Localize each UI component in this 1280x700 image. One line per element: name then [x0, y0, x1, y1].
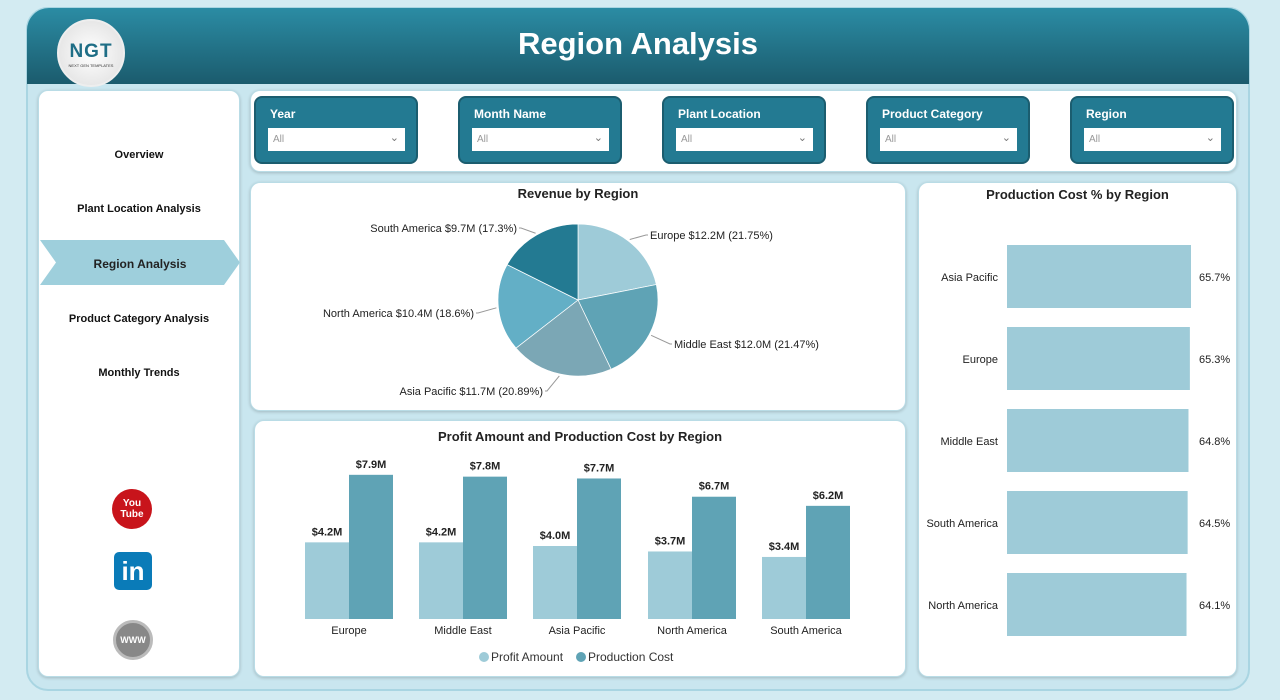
logo-text: NGT	[69, 41, 113, 62]
chevron-down-icon: ⌄	[797, 132, 807, 144]
filter-dropdown[interactable]: All ⌄	[268, 128, 405, 151]
www-label: WWW	[120, 635, 146, 645]
filter-label: Region	[1086, 107, 1127, 121]
youtube-label: You Tube	[120, 498, 144, 520]
page-title: Region Analysis	[517, 26, 759, 61]
filter-value: All	[477, 134, 489, 145]
filter-label: Plant Location	[678, 107, 761, 121]
chevron-down-icon: ⌄	[389, 132, 399, 144]
youtube-icon[interactable]: You Tube	[112, 489, 152, 529]
filter-value: All	[681, 134, 693, 145]
filter-month-name[interactable]: Month Name All ⌄	[458, 96, 622, 164]
filter-value: All	[273, 134, 285, 145]
profit-cost-bar-card: Profit Amount and Production Cost by Reg…	[254, 420, 906, 677]
nav-overview[interactable]: Overview	[114, 149, 164, 161]
chevron-down-icon: ⌄	[593, 132, 603, 144]
filter-dropdown[interactable]: All ⌄	[472, 128, 609, 151]
revenue-pie-card: Revenue by Region	[250, 182, 906, 411]
chevron-down-icon: ⌄	[1205, 132, 1215, 144]
filter-value: All	[885, 134, 897, 145]
filter-plant-location[interactable]: Plant Location All ⌄	[662, 96, 826, 164]
nav-region-analysis[interactable]	[40, 240, 240, 285]
nav-monthly-trends[interactable]: Monthly Trends	[98, 367, 180, 379]
logo-subtext: NEXT GEN TEMPLATES	[68, 63, 114, 68]
filter-dropdown[interactable]: All ⌄	[880, 128, 1017, 151]
filter-label: Product Category	[882, 107, 983, 121]
filter-dropdown[interactable]: All ⌄	[1084, 128, 1221, 151]
chart-title: Production Cost % by Region	[986, 187, 1169, 202]
filter-year[interactable]: Year All ⌄	[254, 96, 418, 164]
chevron-down-icon: ⌄	[1001, 132, 1011, 144]
filter-product-category[interactable]: Product Category All ⌄	[866, 96, 1030, 164]
linkedin-label: in	[121, 556, 145, 586]
filter-label: Year	[270, 107, 296, 121]
production-cost-pct-card: Production Cost % by Region	[918, 182, 1237, 677]
filter-dropdown[interactable]: All ⌄	[676, 128, 813, 151]
chart-title: Profit Amount and Production Cost by Reg…	[437, 429, 723, 444]
nav-region-analysis-label[interactable]: Region Analysis	[93, 257, 187, 271]
filter-value: All	[1089, 134, 1101, 145]
nav-product-category-analysis[interactable]: Product Category Analysis	[68, 313, 210, 325]
www-globe-icon[interactable]: WWW	[113, 620, 153, 660]
ngt-logo: NGT NEXT GEN TEMPLATES	[57, 19, 125, 87]
filter-region[interactable]: Region All ⌄	[1070, 96, 1234, 164]
filter-label: Month Name	[474, 107, 546, 121]
header: NGT NEXT GEN TEMPLATES Region Analysis	[27, 8, 1249, 87]
linkedin-icon[interactable]: in	[114, 552, 152, 590]
nav-plant-location-analysis[interactable]: Plant Location Analysis	[77, 203, 201, 215]
chart-title: Revenue by Region	[517, 186, 639, 201]
